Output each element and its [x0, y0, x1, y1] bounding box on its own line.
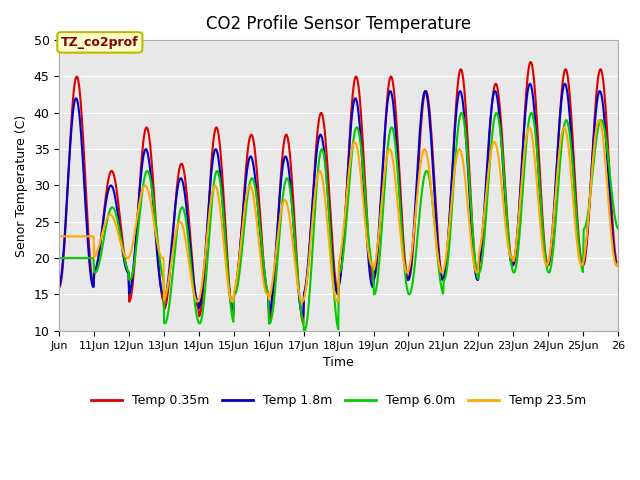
Line: Temp 0.35m: Temp 0.35m	[60, 62, 618, 324]
Temp 6.0m	[428, 197, 436, 203]
Text: TZ_co2prof: TZ_co2prof	[61, 36, 139, 49]
Temp 0.35m	[527, 59, 534, 65]
Temp 0.35m	[273, 234, 281, 240]
Temp 0.35m	[252, 151, 259, 156]
Temp 0.35m	[121, 255, 129, 261]
Temp 0.35m	[428, 143, 436, 148]
Temp 23.5m	[252, 212, 260, 217]
Temp 1.8m	[273, 240, 280, 246]
Line: Temp 1.8m: Temp 1.8m	[60, 84, 618, 316]
Temp 0.35m	[265, 321, 273, 326]
Temp 1.8m	[561, 81, 568, 86]
Temp 23.5m	[397, 236, 404, 241]
Temp 23.5m	[428, 197, 436, 203]
Temp 1.8m	[300, 313, 307, 319]
Line: Temp 6.0m: Temp 6.0m	[60, 113, 618, 331]
Temp 6.0m	[121, 258, 129, 264]
Temp 6.0m	[614, 226, 622, 231]
Temp 23.5m	[56, 233, 63, 239]
Temp 6.0m	[56, 255, 63, 261]
Temp 6.0m	[301, 328, 308, 334]
Temp 1.8m	[121, 261, 129, 267]
Temp 1.8m	[224, 268, 232, 274]
Y-axis label: Senor Temperature (C): Senor Temperature (C)	[15, 114, 28, 257]
Temp 1.8m	[614, 262, 622, 268]
Temp 23.5m	[121, 252, 129, 258]
Temp 0.35m	[224, 259, 232, 264]
Temp 23.5m	[273, 240, 281, 245]
Temp 6.0m	[252, 185, 259, 191]
Temp 0.35m	[56, 284, 63, 290]
Temp 6.0m	[527, 110, 535, 116]
Temp 1.8m	[428, 154, 436, 159]
Temp 1.8m	[397, 214, 404, 219]
Temp 23.5m	[595, 117, 603, 123]
Temp 23.5m	[225, 283, 232, 289]
Temp 1.8m	[56, 284, 63, 289]
Temp 1.8m	[252, 176, 259, 181]
Temp 0.35m	[397, 197, 404, 203]
Temp 0.35m	[614, 263, 622, 268]
Title: CO2 Profile Sensor Temperature: CO2 Profile Sensor Temperature	[206, 15, 471, 33]
Legend: Temp 0.35m, Temp 1.8m, Temp 6.0m, Temp 23.5m: Temp 0.35m, Temp 1.8m, Temp 6.0m, Temp 2…	[86, 389, 591, 412]
X-axis label: Time: Time	[323, 356, 354, 369]
Temp 6.0m	[224, 267, 232, 273]
Temp 6.0m	[397, 215, 404, 221]
Line: Temp 23.5m: Temp 23.5m	[60, 120, 618, 302]
Temp 23.5m	[194, 299, 202, 305]
Temp 23.5m	[614, 260, 622, 266]
Temp 6.0m	[273, 272, 280, 278]
